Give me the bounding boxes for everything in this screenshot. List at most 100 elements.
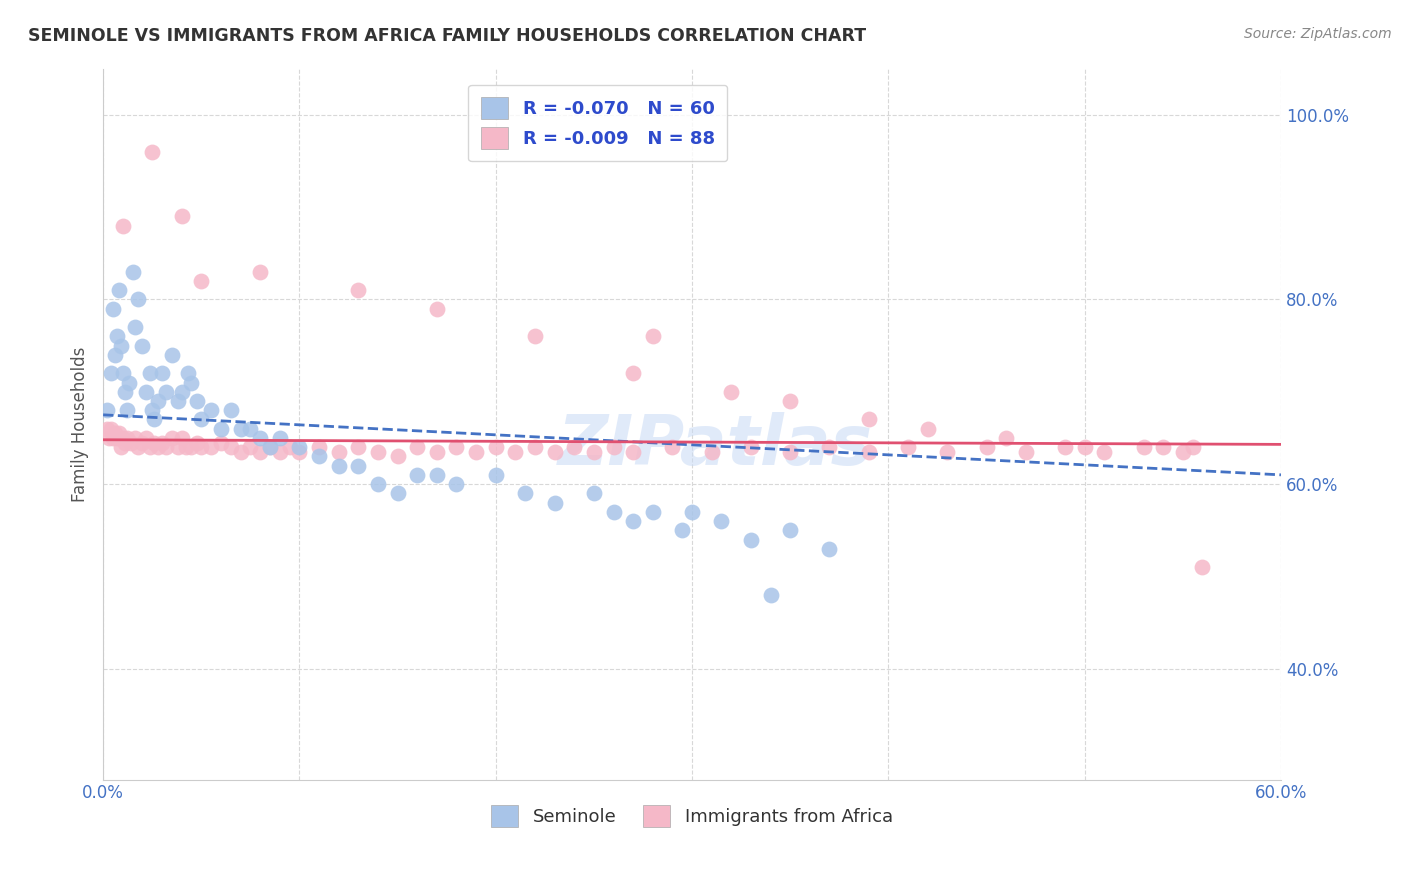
Point <box>328 444 350 458</box>
Point <box>367 477 389 491</box>
Point <box>239 422 262 436</box>
Point <box>135 384 157 399</box>
Point <box>367 444 389 458</box>
Point <box>406 467 429 482</box>
Point <box>543 495 565 509</box>
Point <box>190 274 212 288</box>
Point <box>170 384 193 399</box>
Point <box>155 384 177 399</box>
Point <box>446 440 468 454</box>
Point <box>446 477 468 491</box>
Point <box>160 348 183 362</box>
Point <box>141 145 163 159</box>
Point <box>115 431 138 445</box>
Point <box>387 450 409 464</box>
Point <box>104 348 127 362</box>
Point <box>641 505 664 519</box>
Point <box>740 533 762 547</box>
Point <box>976 440 998 454</box>
Point <box>1073 440 1095 454</box>
Point <box>101 431 124 445</box>
Point <box>120 435 142 450</box>
Point <box>406 440 429 454</box>
Point <box>127 440 149 454</box>
Point <box>259 440 281 454</box>
Point <box>515 486 537 500</box>
Point <box>917 422 939 436</box>
Point <box>115 403 138 417</box>
Point <box>681 505 703 519</box>
Point <box>249 431 271 445</box>
Point <box>105 329 128 343</box>
Point <box>347 440 370 454</box>
Point <box>661 440 683 454</box>
Point <box>259 440 281 454</box>
Point <box>582 486 605 500</box>
Point <box>562 440 585 454</box>
Point <box>200 440 222 454</box>
Point <box>779 444 801 458</box>
Point <box>740 440 762 454</box>
Point <box>111 366 134 380</box>
Point <box>200 403 222 417</box>
Point <box>308 450 330 464</box>
Point <box>858 412 880 426</box>
Point <box>101 301 124 316</box>
Point <box>146 440 169 454</box>
Point <box>98 431 121 445</box>
Point <box>641 329 664 343</box>
Point <box>1015 444 1038 458</box>
Point <box>190 412 212 426</box>
Point <box>278 440 301 454</box>
Point <box>1181 440 1204 454</box>
Point <box>166 440 188 454</box>
Point <box>174 440 197 454</box>
Point <box>426 467 449 482</box>
Point <box>166 394 188 409</box>
Point <box>131 338 153 352</box>
Point <box>249 444 271 458</box>
Point <box>505 444 527 458</box>
Point <box>219 403 242 417</box>
Point <box>288 440 311 454</box>
Point <box>387 486 409 500</box>
Point <box>219 440 242 454</box>
Point <box>700 444 723 458</box>
Point <box>110 440 132 454</box>
Point <box>328 458 350 473</box>
Point <box>524 329 547 343</box>
Point <box>114 384 136 399</box>
Point <box>124 431 146 445</box>
Point <box>288 444 311 458</box>
Point <box>347 458 370 473</box>
Point <box>229 444 252 458</box>
Point <box>190 440 212 454</box>
Point <box>131 435 153 450</box>
Point <box>779 523 801 537</box>
Point <box>170 431 193 445</box>
Point <box>1092 444 1115 458</box>
Point <box>858 444 880 458</box>
Point <box>671 523 693 537</box>
Point <box>209 422 232 436</box>
Point <box>269 444 291 458</box>
Text: Source: ZipAtlas.com: Source: ZipAtlas.com <box>1244 27 1392 41</box>
Point <box>602 440 624 454</box>
Point <box>897 440 920 454</box>
Point <box>100 422 122 436</box>
Point <box>135 431 157 445</box>
Point <box>180 440 202 454</box>
Point <box>117 376 139 390</box>
Point <box>170 209 193 223</box>
Point <box>347 283 370 297</box>
Point <box>995 431 1018 445</box>
Point <box>602 505 624 519</box>
Point <box>269 431 291 445</box>
Point <box>160 431 183 445</box>
Point <box>582 444 605 458</box>
Point <box>465 444 488 458</box>
Point <box>779 394 801 409</box>
Point <box>111 431 134 445</box>
Point <box>100 366 122 380</box>
Point <box>111 219 134 233</box>
